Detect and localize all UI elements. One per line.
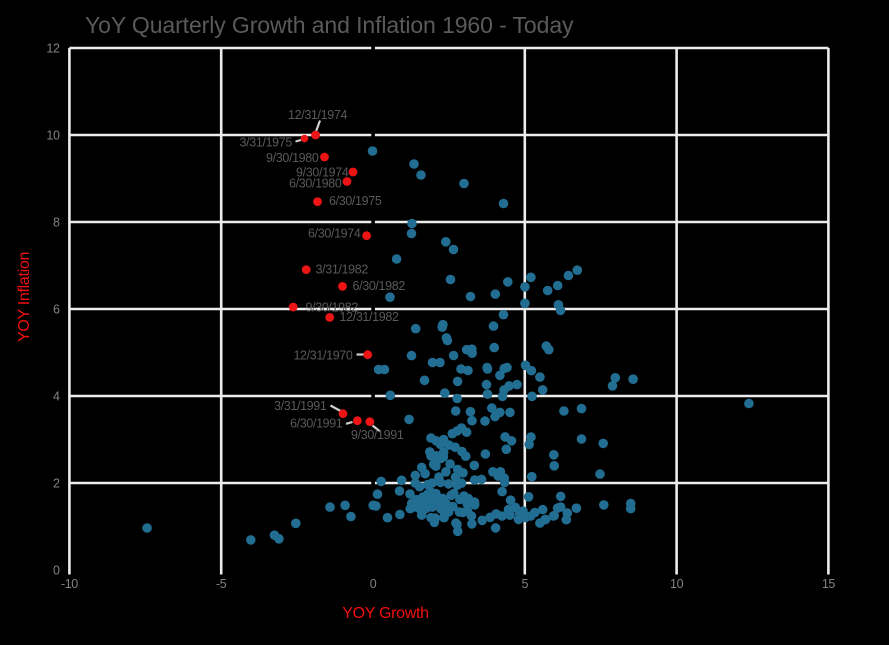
svg-text:12/31/1982: 12/31/1982 bbox=[340, 310, 399, 324]
svg-text:15: 15 bbox=[822, 577, 836, 591]
svg-text:10: 10 bbox=[46, 128, 60, 142]
svg-text:6/30/1980: 6/30/1980 bbox=[289, 177, 342, 191]
svg-text:YoY Quarterly Growth and Infla: YoY Quarterly Growth and Inflation 1960 … bbox=[85, 12, 574, 38]
svg-text:12/31/1970: 12/31/1970 bbox=[293, 349, 352, 363]
svg-text:6/30/1982: 6/30/1982 bbox=[353, 279, 406, 293]
svg-text:2: 2 bbox=[53, 476, 60, 490]
svg-text:8: 8 bbox=[53, 215, 60, 229]
svg-text:3/31/1975: 3/31/1975 bbox=[240, 136, 293, 150]
svg-text:0: 0 bbox=[370, 577, 377, 591]
svg-text:3/31/1982: 3/31/1982 bbox=[316, 263, 369, 277]
svg-text:YOY Inflation: YOY Inflation bbox=[16, 252, 33, 342]
svg-text:5: 5 bbox=[522, 577, 529, 591]
svg-text:0: 0 bbox=[53, 563, 60, 577]
svg-text:YOY Growth: YOY Growth bbox=[342, 605, 429, 622]
svg-text:6: 6 bbox=[53, 302, 60, 316]
svg-text:3/31/1991: 3/31/1991 bbox=[274, 399, 327, 413]
svg-text:9/30/1982: 9/30/1982 bbox=[306, 300, 359, 314]
svg-text:6/30/1991: 6/30/1991 bbox=[290, 416, 343, 430]
svg-text:6/30/1974: 6/30/1974 bbox=[308, 226, 361, 240]
svg-text:4: 4 bbox=[53, 389, 60, 403]
svg-text:9/30/1974: 9/30/1974 bbox=[296, 166, 349, 180]
svg-text:10: 10 bbox=[670, 577, 684, 591]
svg-text:9/30/1980: 9/30/1980 bbox=[266, 151, 319, 165]
svg-text:12: 12 bbox=[46, 41, 60, 55]
svg-text:-5: -5 bbox=[216, 577, 227, 591]
svg-text:-10: -10 bbox=[61, 577, 78, 591]
svg-text:12/31/1974: 12/31/1974 bbox=[288, 108, 347, 122]
svg-text:6/30/1975: 6/30/1975 bbox=[329, 194, 382, 208]
svg-text:9/30/1991: 9/30/1991 bbox=[351, 428, 404, 442]
